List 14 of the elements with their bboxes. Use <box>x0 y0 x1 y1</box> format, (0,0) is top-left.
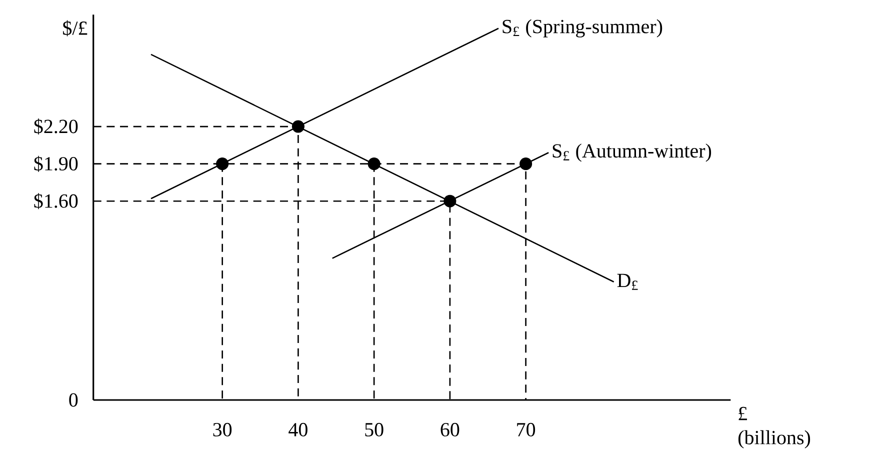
y-tick-label: $1.90 <box>34 156 78 172</box>
x-tick-label: 50 <box>365 422 384 436</box>
x-axis-title: £ (billions) <box>738 406 810 448</box>
x-tick-label: 40 <box>288 422 308 436</box>
x-tick-label: 60 <box>440 422 460 436</box>
x-tick-label: 30 <box>213 422 232 436</box>
x-tick-label: 70 <box>517 422 536 436</box>
y-tick-label: 0 <box>69 393 78 407</box>
y-axis-title: $/£ <box>63 20 88 36</box>
annotation: S$_{£}$ (Autumn-winter) <box>552 144 712 162</box>
y-tick-label: $1.60 <box>34 193 78 210</box>
y-tick-label: $2.20 <box>34 118 78 135</box>
annotation: S$_{£}$ (Spring-summer) <box>502 19 662 38</box>
annotation: D$_{£}$ <box>617 274 638 290</box>
